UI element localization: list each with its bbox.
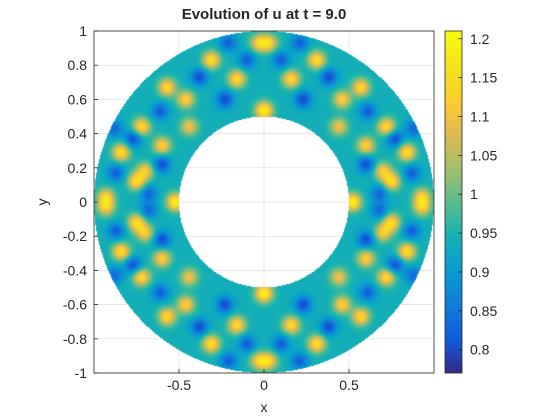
colorbar-tick-label: 1.05 [470, 147, 497, 163]
y-tick-label: -1 [75, 365, 88, 381]
colorbar-tick-label: 0.8 [470, 342, 490, 358]
colorbar-frame [444, 30, 463, 374]
y-tick-label: 0 [79, 194, 87, 210]
colorbar-tick-label: 1.1 [470, 109, 490, 125]
x-tick-label: 0.5 [339, 377, 359, 393]
colorbar-tick-label: 1 [470, 186, 478, 202]
x-axis-label: x [261, 399, 268, 415]
chart-title: Evolution of u at t = 9.0 [182, 6, 347, 23]
colorbar-tick-label: 1.2 [470, 31, 490, 47]
colorbar-tick-label: 0.95 [470, 225, 497, 241]
y-axis-label: y [34, 199, 50, 206]
x-tick-label: 0 [260, 377, 268, 393]
y-tick-label: -0.4 [63, 262, 87, 278]
y-tick-label: 0.8 [68, 57, 88, 73]
y-tick-label: -0.2 [63, 228, 87, 244]
y-tick-label: 0.4 [68, 126, 88, 142]
y-axis: -1 -0.8 -0.6 -0.4 -0.2 0 0.2 0.4 0.6 0.8 1 [63, 23, 98, 381]
x-axis: -0.5 0 0.5 [167, 369, 359, 393]
colorbar-gradient [445, 31, 462, 373]
y-tick-label: -0.8 [63, 331, 87, 347]
colorbar-tick-label: 0.85 [470, 303, 497, 319]
y-tick-label: 0.6 [68, 91, 88, 107]
colorbar-tick-label: 0.9 [470, 264, 490, 280]
colorbar: 0.8 0.85 0.9 0.95 1 1.05 1.1 1.15 1.2 [444, 30, 497, 374]
colorbar-ticks: 0.8 0.85 0.9 0.95 1 1.05 1.1 1.15 1.2 [458, 31, 497, 358]
colorbar-tick-label: 1.15 [470, 70, 497, 86]
heatmap-image [94, 31, 434, 373]
annulus-surface [94, 31, 434, 373]
y-tick-label: 1 [79, 23, 87, 39]
y-tick-label: -0.6 [63, 297, 87, 313]
x-tick-label: -0.5 [167, 377, 191, 393]
y-tick-label: 0.2 [68, 160, 88, 176]
